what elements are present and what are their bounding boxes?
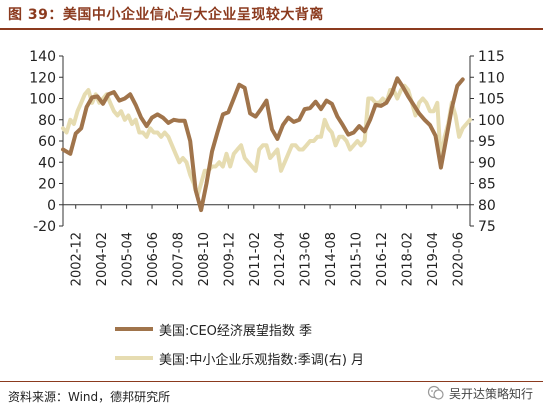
x-tick-label: 2019-04 bbox=[426, 232, 441, 286]
left-tick-label: 80 bbox=[38, 113, 56, 129]
legend-item-ceo: 美国:CEO经济展望指数 季 bbox=[115, 318, 312, 340]
right-tick-label: 115 bbox=[478, 49, 505, 65]
legend-swatch-small bbox=[115, 356, 153, 360]
series-line-ceo bbox=[61, 76, 465, 213]
right-tick-label: 110 bbox=[478, 70, 505, 86]
left-tick-label: 20 bbox=[38, 177, 56, 193]
x-tick-label: 2005-04 bbox=[121, 232, 136, 286]
left-tick-label: 100 bbox=[29, 92, 56, 108]
chart-area: -20 0 20 40 60 80 100 120 140 75 80 85 90 95 100 105 110… bbox=[29, 49, 504, 286]
x-tick-label: 2006-06 bbox=[146, 232, 161, 286]
right-tick-label: 85 bbox=[478, 177, 496, 193]
watermark: 吴开达策略知行 bbox=[427, 384, 533, 402]
left-tick-label: 140 bbox=[29, 49, 56, 65]
x-tick-label: 2008-10 bbox=[197, 232, 212, 286]
watermark-text: 吴开达策略知行 bbox=[448, 386, 533, 401]
right-tick-label: 105 bbox=[478, 92, 505, 108]
right-tick-label: 100 bbox=[478, 113, 505, 129]
right-tick-label: 80 bbox=[478, 198, 496, 214]
left-tick-label: -20 bbox=[33, 219, 56, 235]
legend-swatch-ceo bbox=[115, 327, 153, 331]
x-tick-label: 2009-12 bbox=[222, 232, 237, 286]
x-tick-label: 2018-02 bbox=[400, 232, 415, 286]
left-tick-label: 120 bbox=[29, 70, 56, 86]
left-tick-label: 0 bbox=[47, 198, 56, 214]
x-tick-label: 2011-02 bbox=[248, 232, 263, 286]
title-divider bbox=[0, 28, 543, 30]
left-tick-label: 60 bbox=[38, 134, 56, 150]
x-tick-label: 2012-04 bbox=[273, 232, 288, 286]
x-tick-label: 2015-10 bbox=[350, 232, 365, 286]
legend-item-small: 美国:中小企业乐观指数:季调(右) 月 bbox=[115, 347, 364, 369]
right-tick-label: 95 bbox=[478, 134, 496, 150]
x-tick-label: 2013-06 bbox=[299, 232, 314, 286]
x-tick-label: 2016-12 bbox=[375, 232, 390, 286]
chart-title: 图 39：美国中小企业信心与大企业呈现较大背离 bbox=[8, 7, 324, 23]
legend-label-small: 美国:中小企业乐观指数:季调(右) 月 bbox=[159, 352, 365, 368]
x-tick-label: 2007-08 bbox=[171, 232, 186, 286]
x-tick-label: 2014-08 bbox=[324, 232, 339, 286]
x-tick-label: 2002-12 bbox=[70, 232, 85, 286]
x-tick-label: 2020-06 bbox=[451, 232, 466, 286]
legend-label-ceo: 美国:CEO经济展望指数 季 bbox=[159, 323, 313, 339]
x-tick-label: 2004-02 bbox=[95, 232, 110, 286]
footer-divider bbox=[0, 381, 543, 382]
wechat-icon bbox=[427, 385, 444, 400]
axes: -20 0 20 40 60 80 100 120 140 75 80 85 90 95 100 105 110… bbox=[29, 49, 504, 286]
right-tick-label: 75 bbox=[478, 219, 496, 235]
right-tick-label: 90 bbox=[478, 155, 496, 171]
series-layer bbox=[61, 76, 472, 213]
left-tick-label: 40 bbox=[38, 155, 56, 171]
source-note: 资料来源：Wind，德邦研究所 bbox=[8, 390, 171, 404]
